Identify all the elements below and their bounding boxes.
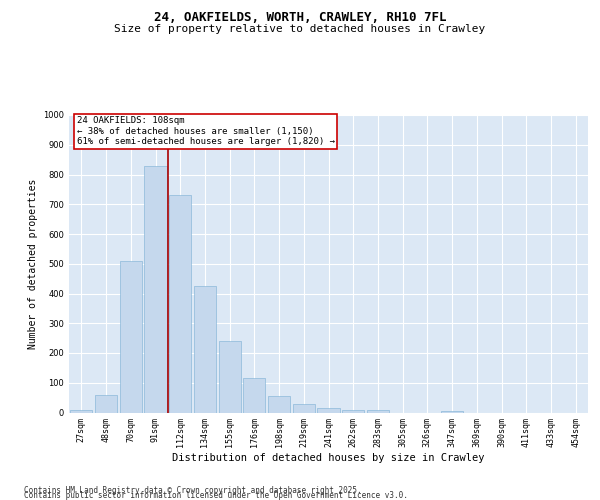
Bar <box>293 404 315 412</box>
Text: Contains public sector information licensed under the Open Government Licence v3: Contains public sector information licen… <box>24 491 408 500</box>
Bar <box>268 396 290 412</box>
Bar <box>169 196 191 412</box>
Bar <box>218 341 241 412</box>
Bar <box>367 410 389 412</box>
Bar <box>70 410 92 412</box>
Bar <box>119 261 142 412</box>
Bar <box>194 286 216 412</box>
Text: 24 OAKFIELDS: 108sqm
← 38% of detached houses are smaller (1,150)
61% of semi-de: 24 OAKFIELDS: 108sqm ← 38% of detached h… <box>77 116 335 146</box>
Bar <box>95 394 117 412</box>
Text: Size of property relative to detached houses in Crawley: Size of property relative to detached ho… <box>115 24 485 34</box>
Text: Contains HM Land Registry data © Crown copyright and database right 2025.: Contains HM Land Registry data © Crown c… <box>24 486 362 495</box>
Text: 24, OAKFIELDS, WORTH, CRAWLEY, RH10 7FL: 24, OAKFIELDS, WORTH, CRAWLEY, RH10 7FL <box>154 11 446 24</box>
Bar <box>342 410 364 412</box>
Bar <box>317 408 340 412</box>
Bar <box>243 378 265 412</box>
Bar <box>441 411 463 412</box>
X-axis label: Distribution of detached houses by size in Crawley: Distribution of detached houses by size … <box>172 453 485 463</box>
Bar <box>145 166 167 412</box>
Y-axis label: Number of detached properties: Number of detached properties <box>28 178 38 349</box>
